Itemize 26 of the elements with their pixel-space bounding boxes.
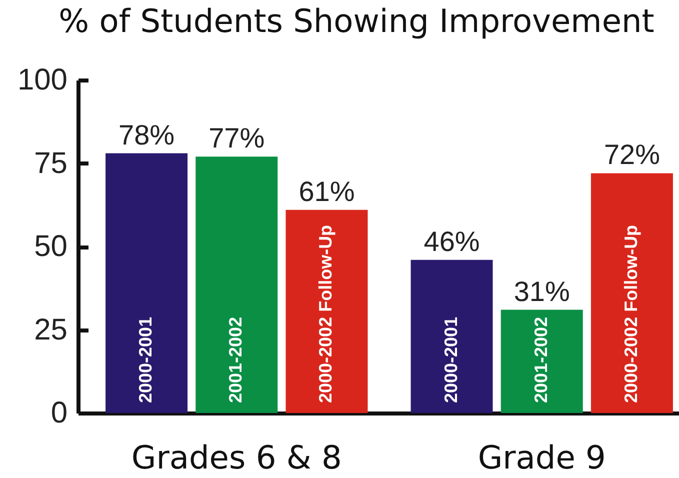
- bar: [286, 210, 368, 413]
- data-label: 78%: [118, 119, 175, 150]
- x-tick-label: Grade 9: [478, 438, 606, 476]
- bar: [106, 153, 188, 413]
- data-label: 61%: [298, 176, 355, 207]
- series-label: 2001-2002: [530, 316, 551, 403]
- bar: [196, 156, 278, 413]
- data-label: 46%: [424, 226, 480, 257]
- bar: [410, 260, 493, 413]
- y-tick-label: 100: [17, 64, 68, 96]
- bar: [500, 310, 583, 413]
- text: 2001-2002: [226, 316, 246, 403]
- series-label: 2000-2001: [136, 316, 156, 403]
- text: 2000-2002 Follow-Up: [620, 224, 641, 403]
- series-label: 2000-2002 Follow-Up: [316, 224, 336, 403]
- x-tick-label: Grades 6 & 8: [131, 438, 342, 476]
- data-label: 72%: [604, 139, 660, 170]
- data-label: 31%: [514, 276, 570, 307]
- y-tick-label: 50: [34, 230, 68, 263]
- bar: [590, 173, 673, 413]
- chart-title: % of Students Showing Improvement: [58, 2, 654, 40]
- y-tick-label: 25: [34, 313, 68, 346]
- y-tick-label: 0: [50, 396, 68, 430]
- data-label: 77%: [208, 122, 265, 154]
- text: 2000-2001: [440, 316, 461, 403]
- y-tick-label: 75: [34, 146, 68, 180]
